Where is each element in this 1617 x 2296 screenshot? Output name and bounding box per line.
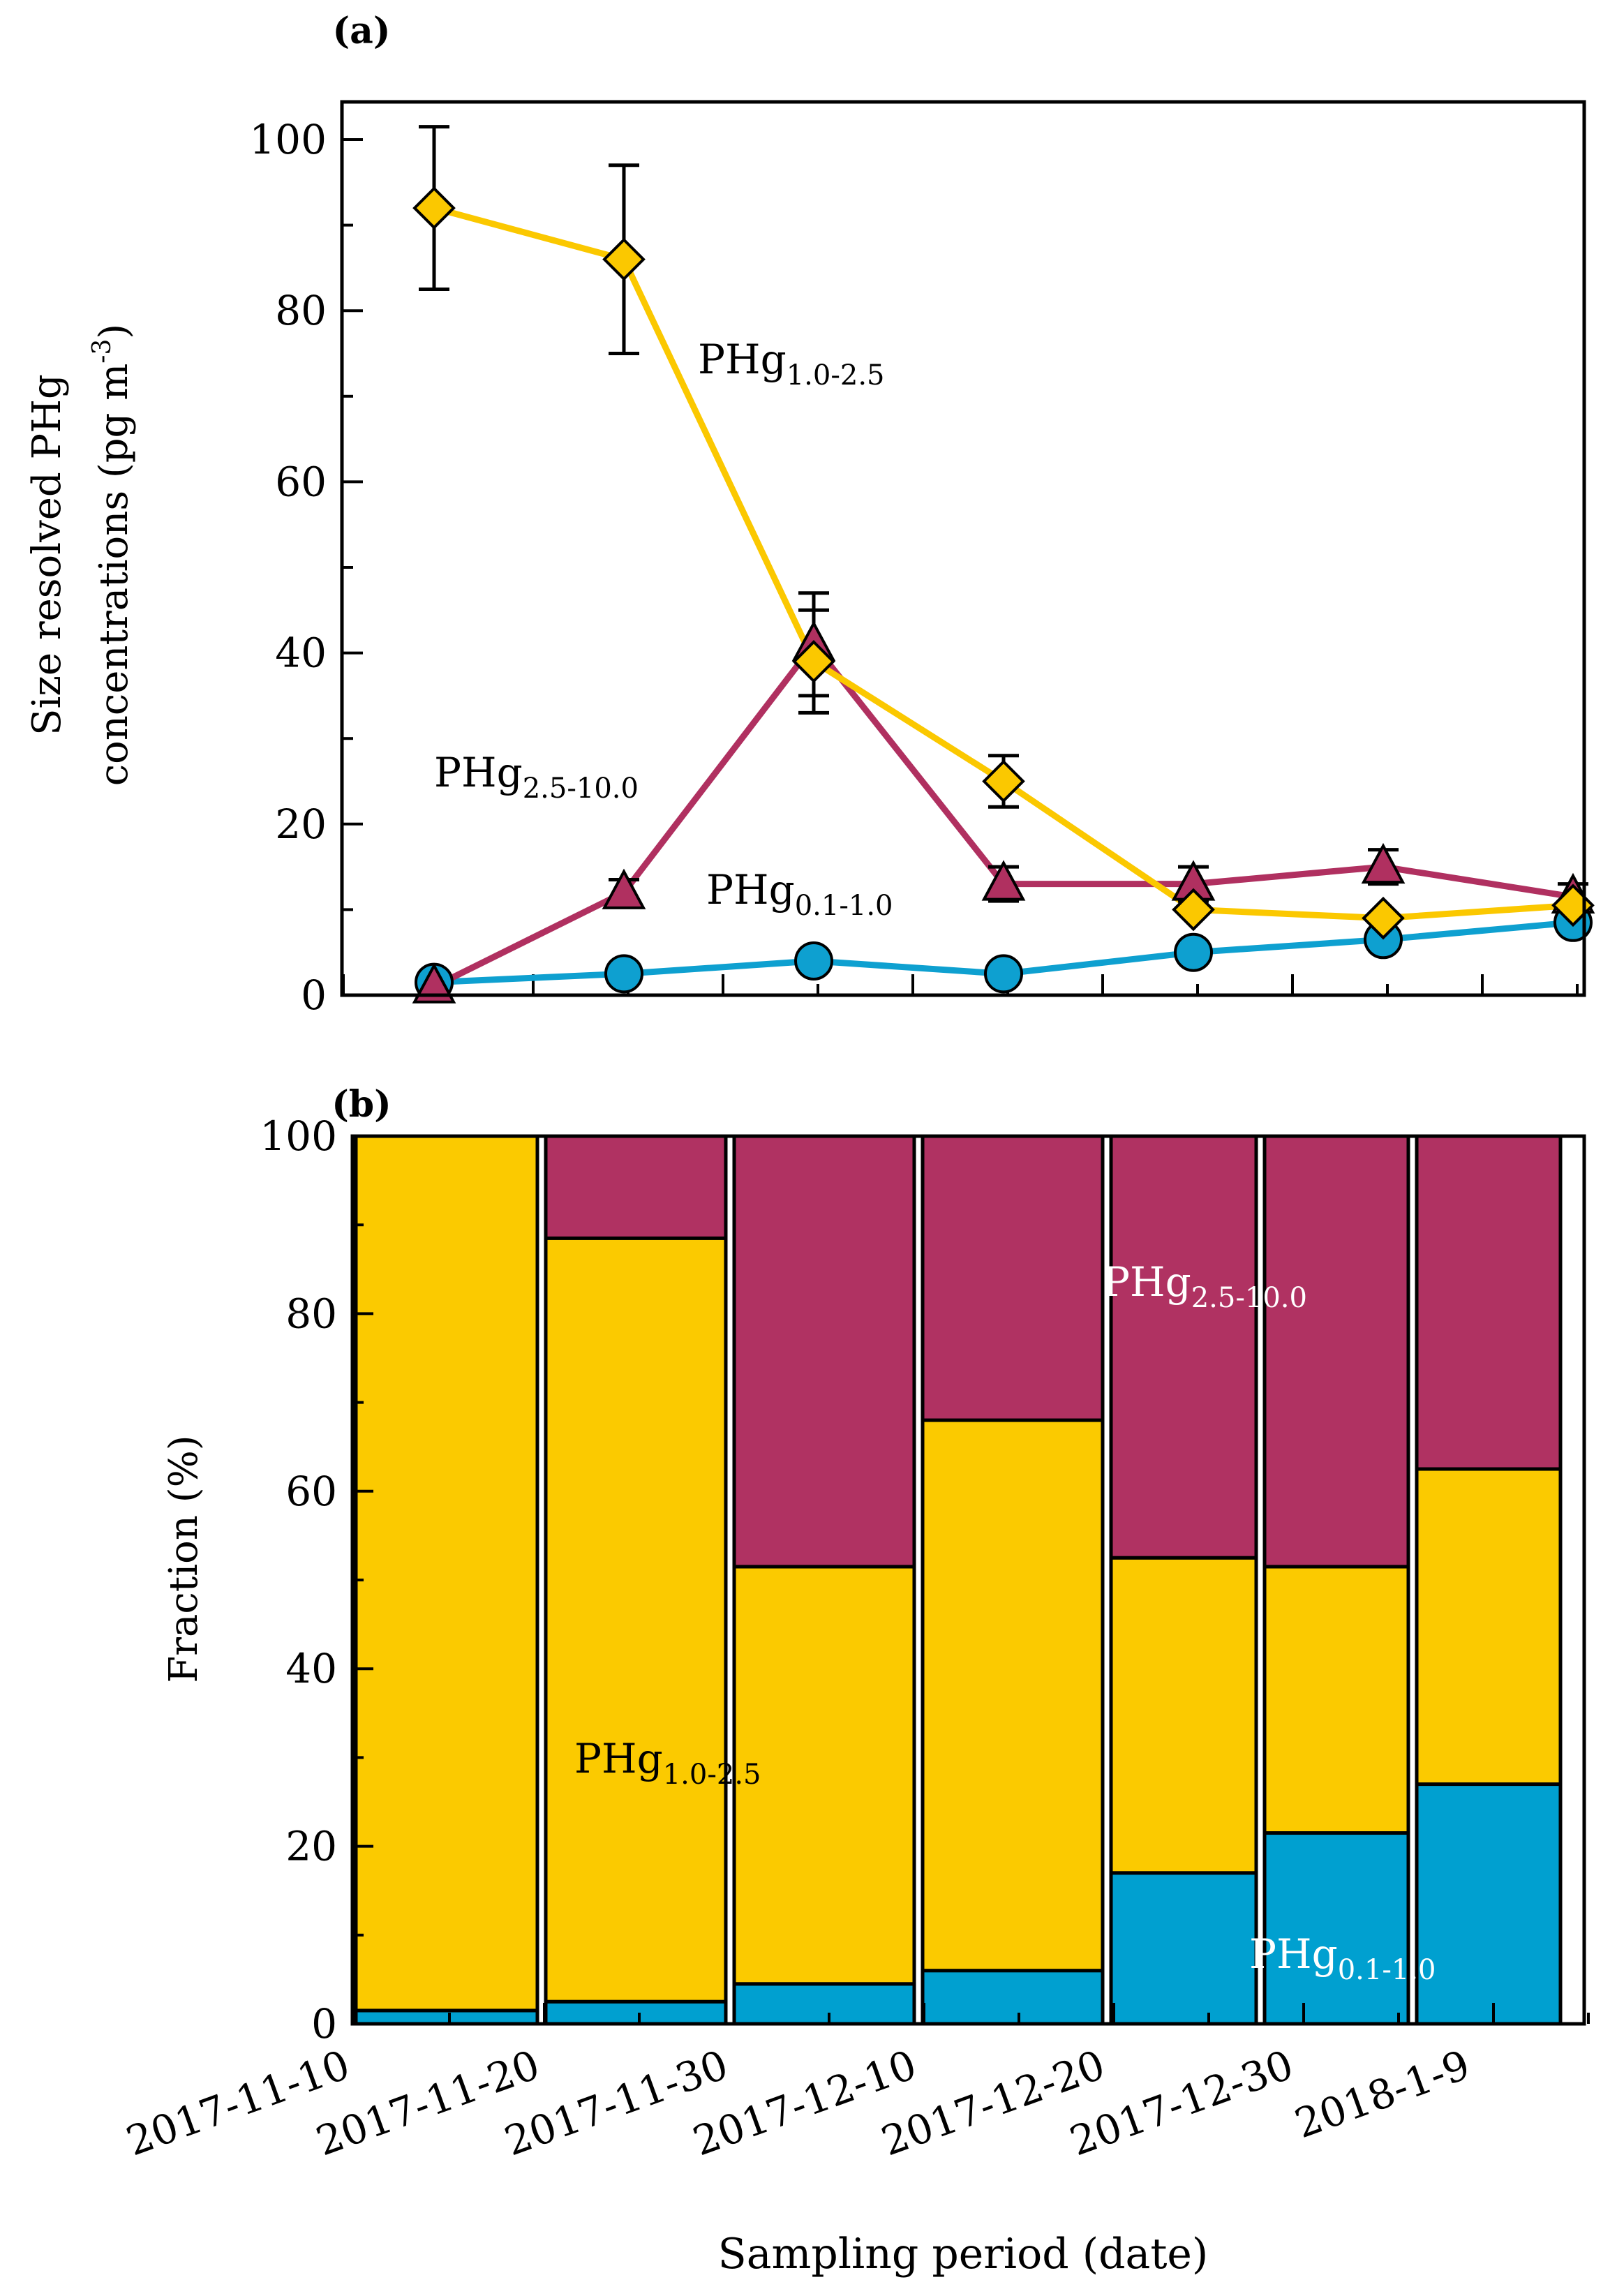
panel-a-y-tick-label: 100 <box>249 116 327 163</box>
panel-a-y-tick-label: 80 <box>275 287 327 334</box>
panel-a-y-tick-label: 0 <box>301 971 327 1019</box>
panel-b-y-tick-label: 40 <box>285 1645 337 1692</box>
panel-a-label: (a) <box>333 10 391 52</box>
panel-a-point-PHg2.5-10.0 <box>412 962 456 1004</box>
panel-b-y-tick-label: 0 <box>311 2000 337 2048</box>
panel-b-label: (b) <box>331 1083 392 1126</box>
panel-a-point-PHg2.5-10.0 <box>1361 842 1406 884</box>
panel-a-y-title: Size resolved PHg concentrations (pg m-3… <box>24 324 137 787</box>
x-axis-title: Sampling period (date) <box>718 2230 1209 2279</box>
panel-a-frame <box>340 100 1586 997</box>
panel-b-bar-PHg1.0-2.5 <box>921 1418 1105 1973</box>
panel-a-y-tick-label: 20 <box>275 800 327 848</box>
panel-a-y-title-line1: Size resolved PHg <box>24 374 70 736</box>
panel-a-line-PHg1.0-2.5 <box>433 204 1574 922</box>
panel-a-point-PHg2.5-10.0 <box>602 868 646 909</box>
panel-b-label-phg-0-1-1-0: PHg0.1-1.0 <box>1249 1930 1436 1986</box>
panel-a-series <box>412 125 1595 1004</box>
panel-b-bar-PHg1.0-2.5 <box>1415 1467 1563 1787</box>
panel-b-y-title: Fraction (%) <box>161 1435 207 1683</box>
panel-b-bar-PHg0.1-1.0 <box>544 1999 728 2026</box>
panel-b-label-phg-2-5-10-0: PHg2.5-10.0 <box>1103 1258 1307 1314</box>
panel-a-point-PHg1.0-2.5 <box>412 186 456 230</box>
panel-b-bars <box>354 1134 1563 2026</box>
panel-b-bar-PHg1.0-2.5 <box>732 1565 916 1986</box>
panel-b-bar-PHg0.1-1.0 <box>1262 1831 1410 2026</box>
panel-b-bar-PHg0.1-1.0 <box>921 1969 1105 2026</box>
panel-b-bar-PHg1.0-2.5 <box>354 1134 539 2013</box>
panel-b-y-tick-label: 100 <box>260 1112 337 1160</box>
panel-b-label-phg-1-0-2-5: PHg1.0-2.5 <box>574 1735 761 1791</box>
panel-b-bar-PHg2.5-10.0 <box>1109 1134 1258 1560</box>
panel-a-point-PHg0.1-1.0 <box>984 954 1023 994</box>
panel-a-point-PHg0.1-1.0 <box>794 941 833 981</box>
panel-b-bar-PHg2.5-10.0 <box>732 1134 916 1569</box>
panel-b-bar-PHg2.5-10.0 <box>1415 1134 1563 1471</box>
panel-a-label-phg-0-1-1-0: PHg0.1-1.0 <box>706 866 893 922</box>
panel-b-bar-PHg2.5-10.0 <box>544 1134 728 1240</box>
panel-b-bar-PHg2.5-10.0 <box>1262 1134 1410 1569</box>
panel-b-bar-PHg1.0-2.5 <box>1109 1556 1258 1875</box>
panel-b-frame <box>350 1134 1586 2026</box>
panel-a-point-PHg0.1-1.0 <box>604 954 643 994</box>
panel-b-bar-PHg0.1-1.0 <box>1415 1782 1563 2026</box>
x-tick-label: 2018-1-9 <box>1289 2041 1476 2147</box>
panel-a-point-PHg1.0-2.5 <box>792 640 835 683</box>
panel-a-point-PHg1.0-2.5 <box>1362 896 1405 940</box>
panel-b-bar-PHg0.1-1.0 <box>1109 1871 1258 2026</box>
panel-b-y-tick-label: 20 <box>285 1823 337 1870</box>
panel-b-axes: 0 20 40 60 80 100 <box>260 1112 1590 2048</box>
panel-a-y-tick-label: 40 <box>275 629 327 677</box>
panel-b-bar-PHg1.0-2.5 <box>1262 1565 1410 1835</box>
panel-b-y-tick-label: 60 <box>285 1468 337 1515</box>
x-tick-labels: 2017-11-102017-11-202017-11-302017-12-10… <box>120 2041 1475 2165</box>
panel-b-bar-PHg2.5-10.0 <box>921 1134 1105 1422</box>
panel-a-point-PHg2.5-10.0 <box>981 860 1026 901</box>
panel-a-point-PHg1.0-2.5 <box>602 237 646 281</box>
panel-b-y-tick-label: 80 <box>285 1290 337 1337</box>
panel-a-axes: 0 20 40 60 80 100 <box>249 116 1579 1019</box>
panel-a-label-phg-1-0-2-5: PHg1.0-2.5 <box>698 336 884 392</box>
panel-b-bar-PHg1.0-2.5 <box>544 1236 728 2004</box>
panel-a-point-PHg1.0-2.5 <box>1172 888 1215 932</box>
panel-a-y-title-line2: concentrations (pg m-3) <box>88 324 137 787</box>
panel-a-point-PHg1.0-2.5 <box>982 759 1025 803</box>
panel-b-bar-PHg0.1-1.0 <box>732 1982 916 2026</box>
panel-b-bar-PHg0.1-1.0 <box>354 2008 539 2026</box>
panel-a-point-PHg0.1-1.0 <box>1174 932 1213 972</box>
panel-a-label-phg-2-5-10-0: PHg2.5-10.0 <box>434 749 639 805</box>
panel-a-y-tick-label: 60 <box>275 458 327 505</box>
